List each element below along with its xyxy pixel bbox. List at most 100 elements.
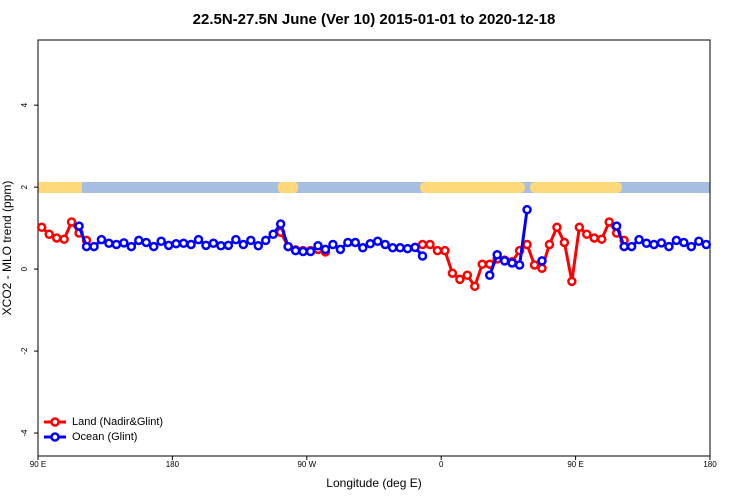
point — [656, 238, 667, 248]
point — [66, 217, 77, 227]
point — [447, 268, 458, 278]
point — [455, 274, 465, 285]
point — [611, 221, 622, 231]
point — [223, 240, 234, 251]
point — [119, 238, 129, 248]
point — [36, 222, 47, 233]
point — [567, 276, 577, 287]
x-tick-label: 180 — [166, 460, 180, 469]
point — [499, 256, 510, 266]
y-tick-label: -2 — [20, 347, 29, 355]
point — [484, 270, 495, 281]
point — [626, 241, 637, 252]
point — [544, 239, 555, 250]
land-ocean-strip — [38, 182, 710, 193]
point — [507, 258, 517, 268]
point — [290, 245, 301, 256]
series-line — [40, 218, 626, 290]
point — [246, 235, 256, 246]
point — [380, 239, 390, 250]
point — [163, 240, 174, 251]
point — [694, 236, 704, 246]
y-tick-label: 4 — [20, 102, 29, 107]
point — [596, 234, 607, 244]
point — [492, 250, 502, 260]
x-tick-label: 180 — [703, 460, 717, 469]
point — [268, 229, 278, 240]
point — [208, 238, 219, 249]
point — [81, 241, 92, 252]
legend-marker — [50, 432, 60, 442]
chart-title: 22.5N-27.5N June (Ver 10) 2015-01-01 to … — [193, 11, 556, 28]
point — [552, 222, 562, 233]
point — [537, 256, 547, 266]
point — [238, 239, 249, 250]
point — [477, 259, 488, 269]
point — [664, 241, 674, 252]
point — [582, 229, 592, 240]
point — [514, 260, 525, 270]
point — [201, 240, 211, 251]
point — [253, 240, 264, 251]
point — [529, 260, 540, 270]
y-axis-title: XCO2 - MLO trend (ppm) — [0, 181, 14, 316]
point — [574, 222, 585, 233]
y-tick-label: 0 — [20, 266, 29, 271]
point — [126, 241, 137, 252]
point — [440, 245, 450, 256]
plot-frame — [37, 39, 711, 457]
point — [335, 244, 346, 255]
point — [462, 270, 473, 281]
point — [686, 241, 697, 252]
point — [156, 236, 166, 246]
point — [417, 251, 428, 261]
point — [193, 234, 204, 245]
point — [89, 241, 99, 252]
point — [395, 243, 405, 253]
point — [350, 237, 361, 248]
y-tick-label: -4 — [20, 429, 29, 437]
point — [402, 243, 413, 254]
land-patch — [530, 182, 622, 193]
point — [186, 239, 196, 250]
point — [104, 238, 114, 249]
point — [313, 240, 323, 251]
point — [141, 237, 152, 248]
point — [387, 243, 398, 253]
point — [358, 243, 368, 253]
land-patch — [278, 182, 298, 193]
x-tick-label: 90 E — [30, 460, 46, 469]
point — [649, 239, 659, 250]
x-tick-label: 90 W — [297, 460, 316, 469]
point — [432, 245, 443, 256]
point — [701, 239, 712, 250]
land-patch — [38, 182, 82, 193]
legend-label: Land (Nadir&Glint) — [72, 416, 163, 428]
point — [372, 236, 383, 246]
land-patch — [420, 182, 525, 193]
point — [522, 239, 532, 250]
point — [111, 239, 122, 250]
legend-marker — [50, 417, 60, 427]
y-tick-label: 2 — [20, 184, 29, 189]
ocean-strip — [38, 182, 710, 193]
point — [425, 239, 435, 250]
x-axis-title: Longitude (deg E) — [326, 476, 421, 490]
point — [559, 237, 570, 248]
point — [522, 204, 532, 215]
point — [641, 238, 652, 249]
point — [365, 238, 376, 249]
x-tick-label: 0 — [439, 460, 444, 469]
point — [619, 241, 629, 252]
x-tick-label: 90 E — [567, 460, 583, 469]
point — [96, 234, 107, 245]
point — [59, 234, 69, 244]
point — [537, 263, 547, 274]
point — [410, 242, 420, 253]
point — [320, 244, 331, 255]
point — [679, 237, 689, 248]
point — [283, 241, 293, 252]
point — [305, 246, 316, 257]
point — [417, 239, 428, 250]
